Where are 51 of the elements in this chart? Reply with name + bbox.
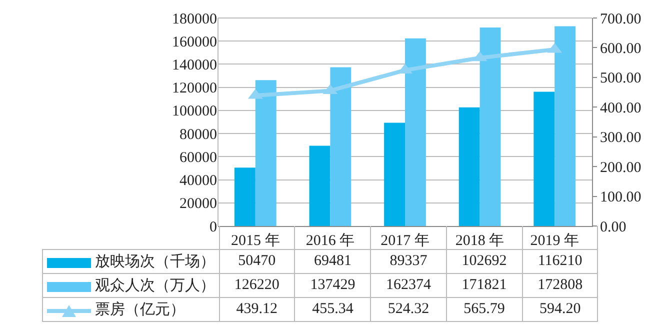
data-label: 50470 bbox=[219, 250, 295, 274]
data-label: 116210 bbox=[522, 250, 598, 274]
y2-tick-label: 100.00 bbox=[600, 190, 642, 206]
data-label: 565.79 bbox=[446, 298, 522, 322]
y-tick-label: 120000 bbox=[172, 80, 217, 97]
data-label: 439.12 bbox=[219, 298, 295, 322]
data-label: 172808 bbox=[522, 274, 598, 298]
bar bbox=[405, 38, 426, 226]
y-tick-label: 0 bbox=[210, 219, 217, 236]
bar bbox=[309, 146, 330, 226]
legend-label: 放映场次（千场） bbox=[95, 254, 215, 270]
data-label: 102692 bbox=[446, 250, 522, 274]
legend-label: 票房（亿元） bbox=[95, 302, 185, 318]
y2-tick-label: 500.00 bbox=[600, 70, 642, 87]
x-tick-label: 2018 年 bbox=[455, 232, 504, 249]
bar bbox=[234, 168, 256, 226]
x-tick-label: 2016 年 bbox=[306, 232, 355, 249]
y-tick-label: 140000 bbox=[172, 57, 217, 74]
data-label: 69481 bbox=[294, 250, 371, 274]
data-label: 455.34 bbox=[294, 298, 371, 322]
data-label: 137429 bbox=[294, 274, 371, 298]
x-tick-label: 2019 年 bbox=[530, 232, 579, 249]
bar bbox=[480, 27, 501, 226]
y2-tick-label: 200.00 bbox=[600, 160, 642, 176]
data-label: 162374 bbox=[370, 274, 446, 298]
y-tick-label: 100000 bbox=[172, 104, 217, 120]
y-tick-label: 180000 bbox=[172, 11, 217, 28]
y-tick-label: 160000 bbox=[172, 34, 217, 50]
legend-label: 观众人次（万人） bbox=[95, 278, 215, 294]
bar bbox=[330, 67, 352, 226]
data-label: 524.32 bbox=[370, 298, 446, 322]
y-tick-label: 60000 bbox=[180, 150, 217, 166]
bar bbox=[458, 107, 480, 226]
y-tick-label: 80000 bbox=[180, 126, 217, 143]
x-tick-label: 2015 年 bbox=[231, 232, 280, 249]
y2-tick-label: 400.00 bbox=[600, 100, 642, 116]
x-tick-label: 2017 年 bbox=[380, 232, 430, 249]
y-tick-label: 20000 bbox=[180, 196, 217, 212]
bar bbox=[384, 122, 405, 226]
data-label: 171821 bbox=[446, 274, 522, 298]
y2-tick-label: 700.00 bbox=[600, 11, 642, 28]
bar bbox=[255, 80, 276, 226]
bar bbox=[554, 26, 576, 226]
y-tick-label: 40000 bbox=[180, 173, 217, 190]
data-label: 89337 bbox=[370, 250, 446, 274]
y2-tick-label: 0.00 bbox=[600, 219, 626, 236]
bar bbox=[534, 92, 555, 226]
data-label: 126220 bbox=[219, 274, 295, 298]
data-label: 594.20 bbox=[522, 298, 598, 322]
y2-tick-label: 600.00 bbox=[600, 40, 642, 57]
y2-tick-label: 300.00 bbox=[600, 130, 642, 146]
